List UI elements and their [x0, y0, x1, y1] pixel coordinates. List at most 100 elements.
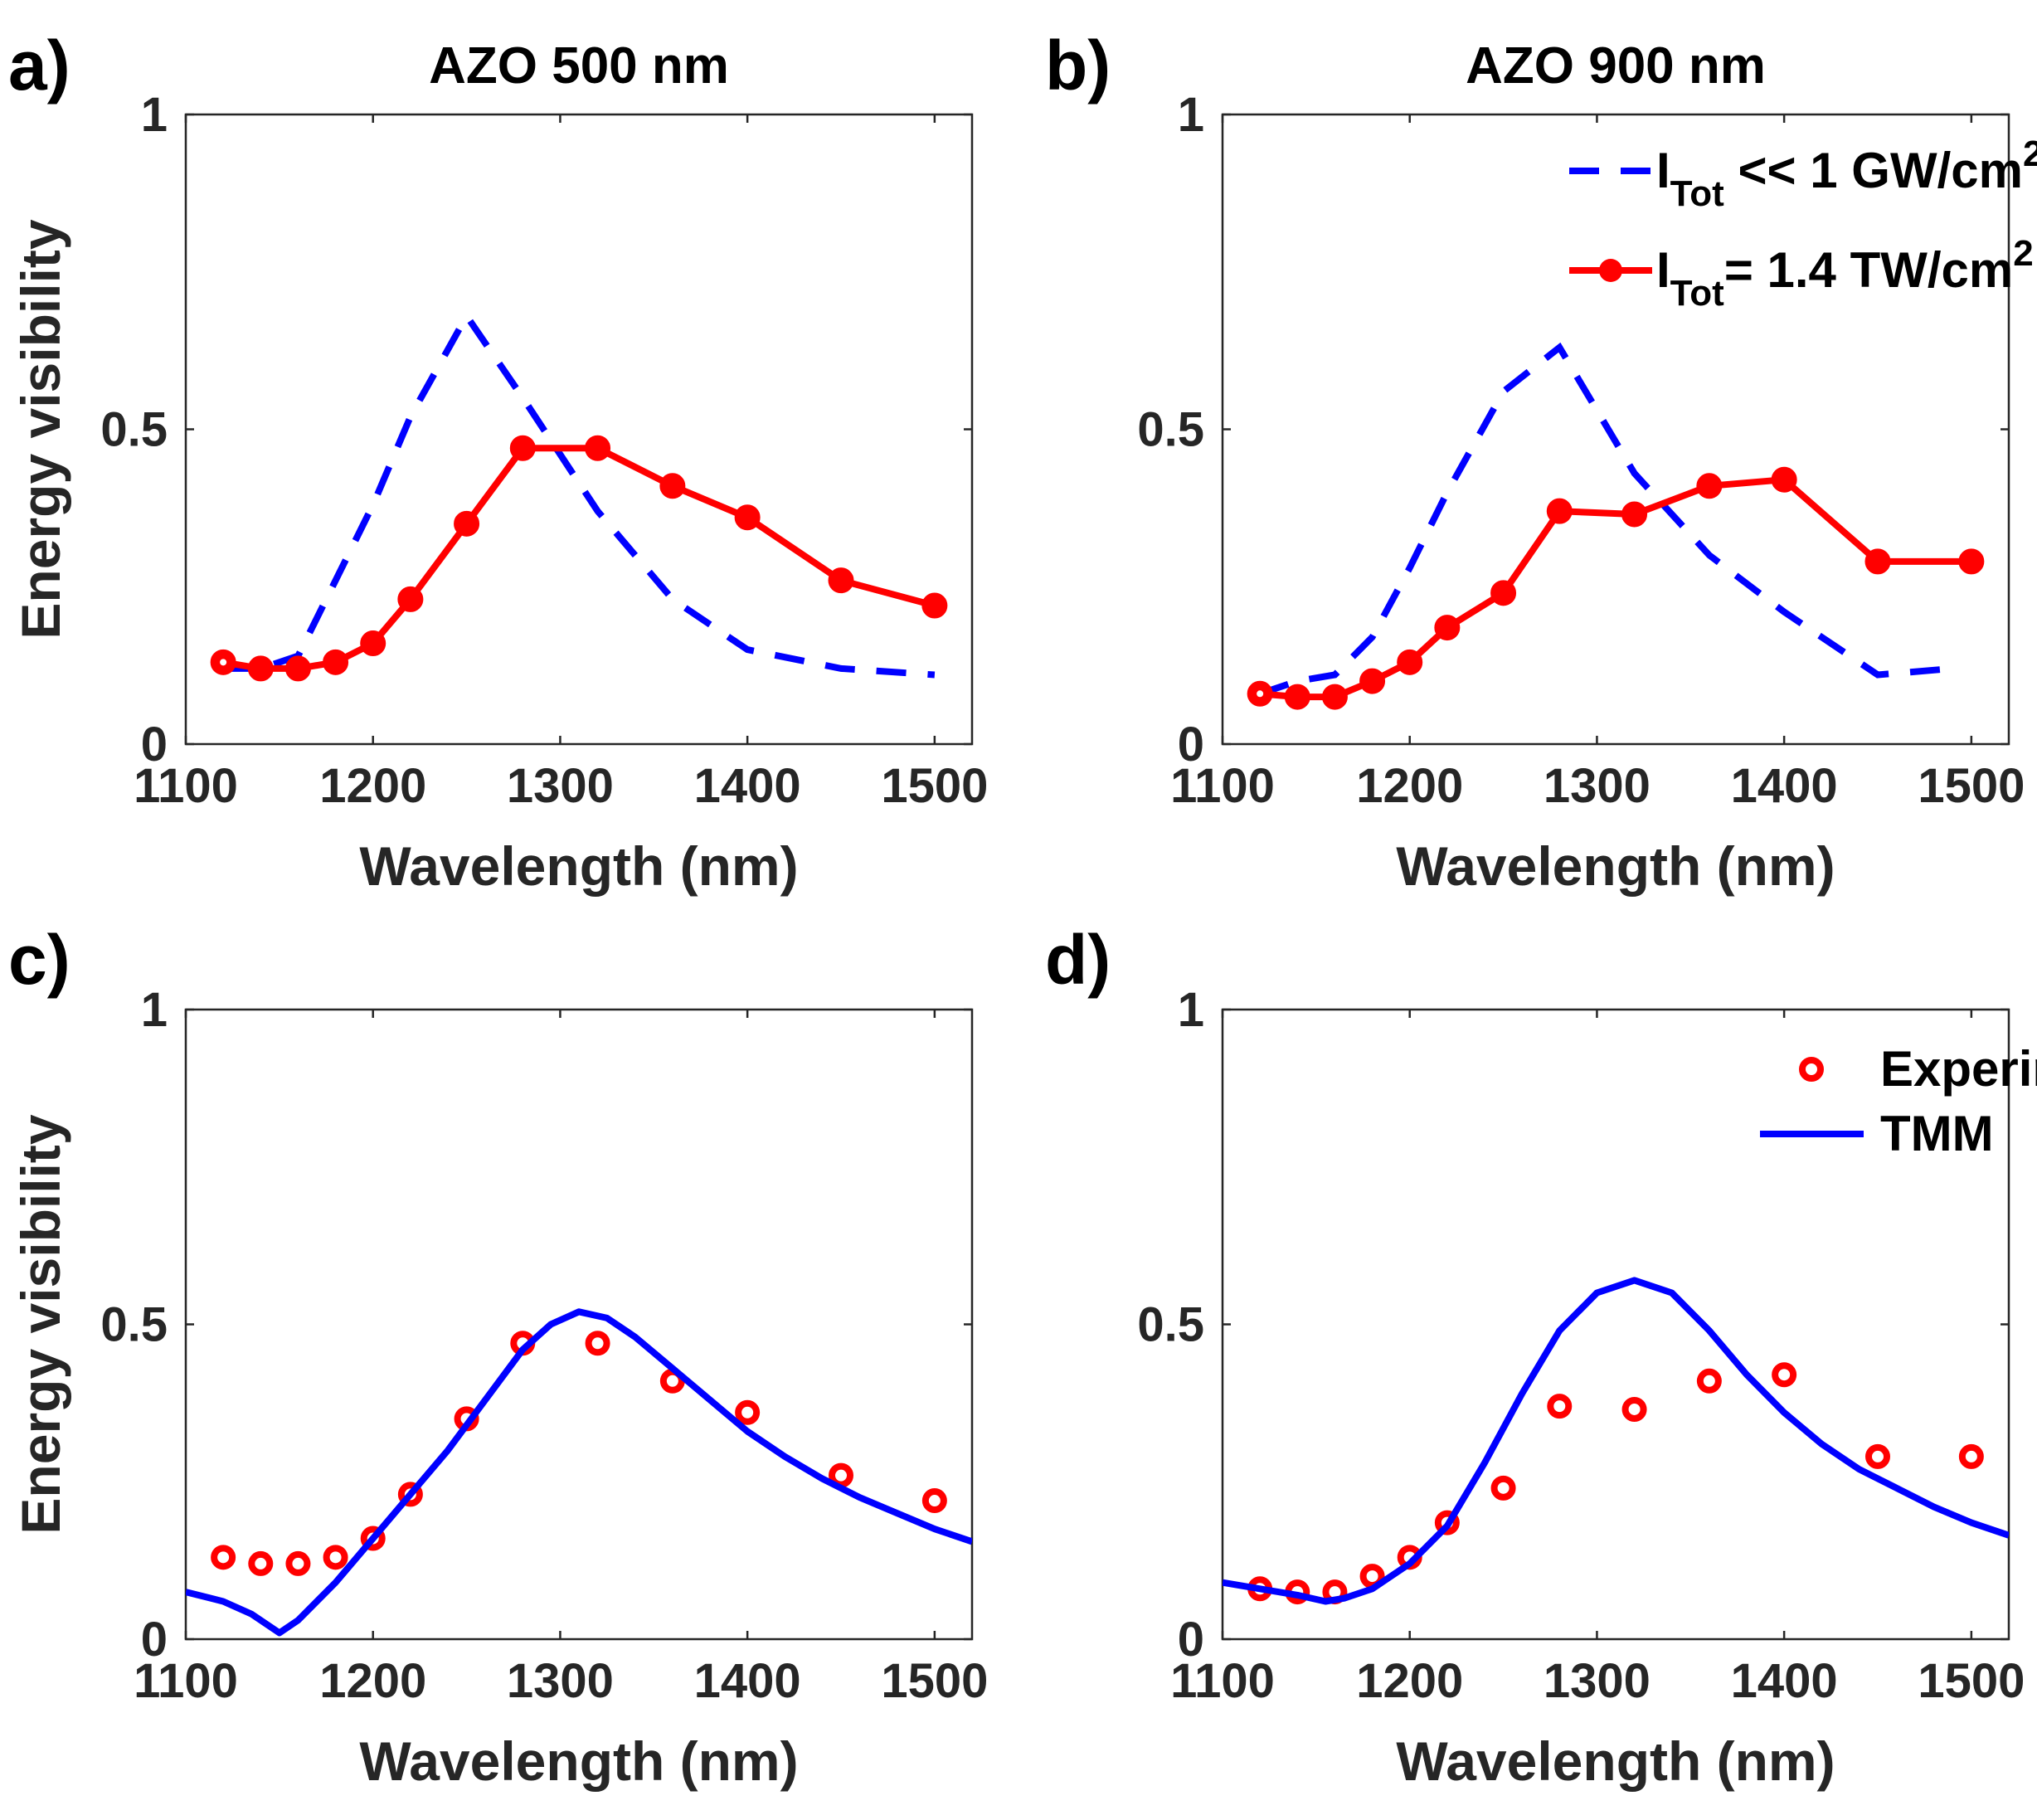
data-point [921, 1488, 947, 1514]
panel-a: a) AZO 500 nm 1100 1200 1300 1400 1500 0 0.5 1 Wav… [8, 27, 988, 897]
axes-box [184, 1008, 974, 1641]
x-tick-label: 1100 [1170, 1654, 1275, 1708]
panel-label: c) [8, 921, 70, 999]
legend-entry: ITot << 1 GW/cm2 [1569, 134, 2037, 214]
x-tick-label: 1400 [1731, 759, 1838, 813]
data-point [1772, 1362, 1797, 1388]
data-point [360, 630, 386, 657]
data-point [1434, 1510, 1460, 1535]
series-line-i-tot-1-gw-cm-2 [223, 309, 936, 679]
axes-box [1221, 113, 2010, 746]
x-tick-label: 1500 [881, 1654, 988, 1708]
y-tick-label: 0.5 [1137, 403, 1204, 457]
x-tick-label: 1100 [134, 759, 238, 813]
data-point [1865, 1443, 1890, 1469]
x-tick-label: 1300 [507, 1654, 614, 1708]
x-tick-label: 1400 [1731, 1654, 1838, 1708]
x-tick-label: 1300 [1544, 759, 1651, 813]
axes-box [1221, 1008, 2010, 1641]
data-point [1621, 1396, 1647, 1422]
data-point [1397, 649, 1423, 675]
y-tick-label: 0 [1178, 718, 1204, 771]
y-tick-label: 0 [1178, 1613, 1204, 1667]
legend-main: I [1656, 143, 1670, 198]
panel-label: d) [1045, 921, 1111, 999]
panel-title: AZO 900 nm [1466, 37, 1766, 95]
data-point [1958, 1443, 1984, 1469]
data-point [734, 504, 761, 531]
y-tick-label: 1 [1178, 88, 1204, 142]
legend-entry: Experiment [1799, 1041, 2037, 1097]
data-point [1547, 1394, 1573, 1419]
x-tick-label: 1300 [507, 759, 614, 813]
data-point [323, 1545, 348, 1570]
legend-superscript: 2 [2023, 134, 2037, 174]
data-point [1490, 1475, 1516, 1501]
x-tick-label: 1300 [1544, 1654, 1651, 1708]
x-axis-label: Wavelength (nm) [1396, 1730, 1835, 1792]
data-point [284, 655, 311, 682]
x-axis-label: Wavelength (nm) [359, 835, 798, 897]
panel-label: a) [8, 27, 70, 105]
x-axis-label: Wavelength (nm) [359, 1730, 798, 1792]
y-tick-label: 0 [141, 718, 168, 771]
panel-title: AZO 500 nm [429, 37, 729, 95]
panel-c: c) 1100 1200 1300 1400 1500 0 0.5 1 Wavelength (n… [8, 921, 988, 1792]
data-point [659, 473, 686, 499]
y-tick-label: 1 [141, 88, 168, 142]
data-point [1284, 684, 1310, 710]
data-point [735, 1399, 761, 1425]
data-point [921, 592, 948, 619]
data-point [397, 586, 424, 612]
legend-rest: = 1.4 TW/cm [1724, 242, 2013, 298]
y-tick-label: 0.5 [100, 403, 168, 457]
data-point [247, 655, 274, 682]
legend-subscript: Tot [1670, 273, 1724, 314]
data-point [1958, 548, 1985, 575]
data-point [1621, 501, 1648, 528]
data-point [1359, 668, 1386, 694]
data-point-hole [220, 659, 227, 666]
data-point [1546, 498, 1573, 524]
y-tick-label: 1 [141, 983, 168, 1037]
x-tick-label: 1200 [319, 1654, 426, 1708]
data-point [1434, 615, 1461, 641]
data-point [585, 435, 611, 461]
data-point [248, 1550, 274, 1576]
x-tick-label: 1400 [694, 759, 801, 813]
data-point [454, 510, 480, 537]
x-tick-label: 1500 [1918, 1654, 2025, 1708]
panel-d: d) 1100 1200 1300 1400 1500 0 0.5 1 Wavelength (n… [1045, 921, 2037, 1792]
x-tick-label: 1400 [694, 1654, 801, 1708]
y-tick-label: 0 [141, 1613, 168, 1667]
data-point [285, 1550, 311, 1576]
series-line-tmm [1223, 1277, 2009, 1605]
legend-main: I [1656, 242, 1670, 298]
x-tick-label: 1500 [881, 759, 988, 813]
data-point [1864, 548, 1891, 575]
data-point [1321, 684, 1348, 710]
legend-subscript: Tot [1670, 173, 1724, 214]
data-point [1490, 580, 1517, 606]
y-tick-label: 0.5 [1137, 1298, 1204, 1352]
y-tick-label: 0.5 [100, 1298, 168, 1352]
legend-label: TMM [1880, 1106, 1994, 1161]
panel-b: b) AZO 900 nm 1100 1200 1300 1400 1500 0 0.5 1 Wav… [1045, 27, 2037, 897]
legend-entry: ITot= 1.4 TW/cm2 [1569, 233, 2034, 314]
x-tick-label: 1200 [319, 759, 426, 813]
x-axis-label: Wavelength (nm) [1396, 835, 1835, 897]
legend-label: Experiment [1880, 1041, 2037, 1097]
x-tick-label: 1100 [134, 1654, 238, 1708]
data-point [1696, 1368, 1722, 1394]
data-point [1696, 473, 1723, 499]
legend-marker [1799, 1057, 1824, 1082]
legend-label: ITot= 1.4 TW/cm2 [1656, 233, 2034, 314]
y-tick-label: 1 [1178, 983, 1204, 1037]
data-point-hole [1257, 690, 1264, 698]
data-point [509, 435, 536, 461]
legend-entry: TMM [1760, 1106, 1994, 1161]
legend-superscript: 2 [2013, 233, 2033, 274]
y-axis-label: Energy visibility [10, 1114, 71, 1534]
legend-rest: << 1 GW/cm [1724, 143, 2023, 198]
